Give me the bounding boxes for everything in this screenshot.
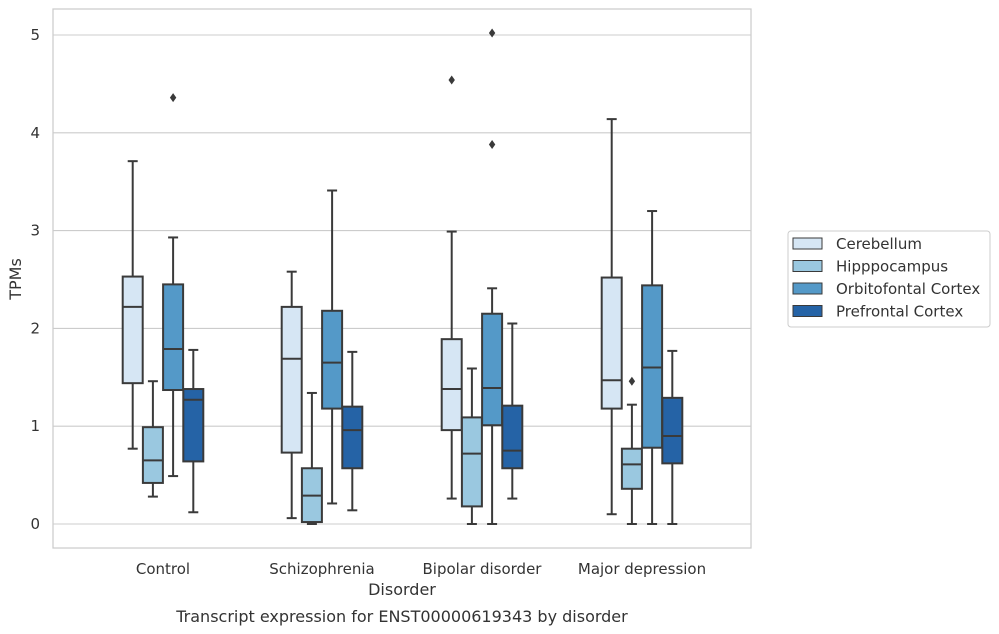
box-cerebellum <box>121 160 144 450</box>
y-tick-label: 0 <box>30 515 40 533</box>
box-iqr <box>141 426 164 484</box>
y-tick-label: 1 <box>30 417 40 435</box>
legend-label: Orbitofontal Cortex <box>836 280 980 298</box>
y-tick-label: 5 <box>30 26 40 44</box>
box-cerebellum <box>600 118 623 516</box>
box-cerebellum <box>440 75 463 500</box>
legend-label: Hipppocampus <box>836 258 948 276</box>
y-tick-label: 4 <box>30 124 40 142</box>
outlier-point <box>488 140 496 150</box>
box-hipppocampus <box>300 391 323 525</box>
box-prefrontal-cortex <box>182 348 205 514</box>
outlier-point <box>169 93 177 103</box>
plot-area-frame <box>52 8 752 549</box>
outlier-point <box>488 28 496 38</box>
box-cerebellum <box>280 270 303 520</box>
legend-swatch <box>792 282 823 295</box>
box-iqr <box>501 404 524 470</box>
y-axis-label: TPMs <box>6 258 25 301</box>
x-axis-ticks: Control Schizophrenia Bipolar disorder Majo… <box>136 560 706 578</box>
box-hipppocampus <box>141 380 164 498</box>
box-orbitofontal-cortex <box>641 210 664 525</box>
legend-label: Prefrontal Cortex <box>836 303 963 321</box>
x-tick-label: Schizophrenia <box>269 560 374 578</box>
box-iqr <box>600 276 623 410</box>
legend: Cerebellum Hipppocampus Orbitofontal Corte… <box>787 230 991 328</box>
chart-caption: Transcript expression for ENST0000061934… <box>175 607 628 626</box>
box-iqr <box>280 305 303 454</box>
box-iqr <box>341 405 364 470</box>
box-orbitofontal-cortex <box>481 28 504 525</box>
y-tick-label: 3 <box>30 222 40 240</box>
box-orbitofontal-cortex <box>321 189 344 505</box>
box-iqr <box>460 416 483 508</box>
legend-frame <box>787 230 991 328</box>
box-iqr <box>121 275 144 385</box>
x-tick-label: Major depression <box>578 560 706 578</box>
box-hipppocampus <box>460 367 483 525</box>
box-prefrontal-cortex <box>501 322 524 500</box>
outlier-point <box>448 75 455 85</box>
box-hipppocampus <box>620 376 643 525</box>
box-iqr <box>661 396 684 465</box>
box-iqr <box>481 312 504 427</box>
y-tick-label: 2 <box>30 319 40 337</box>
box-iqr <box>182 388 205 463</box>
box-iqr <box>620 447 643 490</box>
box-prefrontal-cortex <box>661 349 684 525</box>
y-axis-ticks: 0 1 2 3 4 5 <box>30 26 40 533</box>
box-orbitofontal-cortex <box>162 93 185 478</box>
x-axis-label: Disorder <box>368 580 436 599</box>
x-tick-label: Control <box>136 560 190 578</box>
x-tick-label: Bipolar disorder <box>423 560 543 578</box>
box-iqr <box>321 309 344 410</box>
box-iqr <box>162 283 185 392</box>
legend-swatch <box>792 237 823 250</box>
box-groups <box>121 28 684 525</box>
legend-swatch <box>792 305 823 317</box>
legend-label: Cerebellum <box>836 235 922 253</box>
outlier-point <box>628 376 636 386</box>
box-iqr <box>440 338 463 432</box>
box-prefrontal-cortex <box>341 350 364 512</box>
legend-swatch <box>792 260 823 272</box>
